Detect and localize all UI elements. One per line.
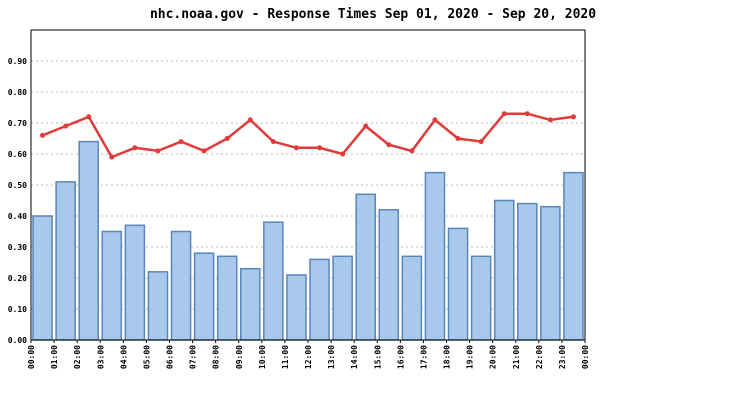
line-point	[363, 123, 369, 129]
line-point	[270, 139, 276, 145]
line-point	[178, 139, 184, 145]
x-tick-label: 23:00	[558, 345, 567, 369]
bar	[193, 252, 215, 341]
x-tick-label: 10:00	[258, 345, 267, 369]
line-point	[455, 136, 461, 141]
bar	[540, 205, 561, 341]
chart-title: nhc.noaa.gov - Response Times Sep 01, 20…	[150, 7, 596, 22]
bar	[124, 224, 146, 341]
line-point	[201, 148, 207, 154]
x-tick-label: 08:00	[212, 345, 221, 369]
bar	[240, 267, 261, 341]
x-tick-label: 20:00	[489, 345, 498, 369]
line-point	[224, 136, 230, 141]
x-tick-label: 06:00	[166, 345, 175, 369]
bar	[447, 227, 469, 341]
y-tick-label: 0.20	[8, 274, 27, 283]
y-tick-label: 0.10	[8, 305, 27, 314]
line-point	[247, 117, 253, 123]
x-tick-label: 19:00	[466, 345, 475, 369]
x-tick-label: 04:00	[119, 345, 128, 369]
x-tick-label: 07:00	[189, 345, 198, 369]
line-point	[317, 145, 323, 151]
line-point	[340, 151, 346, 157]
y-tick-label: 0.90	[8, 57, 27, 66]
bar	[309, 258, 330, 341]
line-point	[63, 123, 69, 129]
x-tick-label: 13:00	[327, 345, 336, 369]
y-tick-label: 0.80	[8, 88, 27, 97]
x-tick-label: 15:00	[373, 345, 382, 369]
line-point	[386, 142, 392, 148]
bar	[378, 209, 400, 341]
bar	[170, 230, 192, 341]
y-tick-label: 0.00	[8, 336, 27, 345]
line-point	[570, 114, 576, 120]
x-tick-label: 14:00	[350, 345, 359, 369]
line-point	[40, 132, 46, 138]
x-tick-label: 16:00	[396, 345, 405, 369]
line-point	[501, 111, 507, 117]
line	[42, 112, 574, 159]
x-tick-label: 21:00	[512, 345, 521, 369]
y-tick-label: 0.50	[8, 181, 27, 190]
x-tick-label: 00:00	[27, 345, 36, 369]
bar	[517, 202, 538, 341]
x-tick-label: 09:00	[235, 345, 244, 369]
bar	[332, 255, 353, 341]
bar	[55, 181, 76, 341]
bar	[286, 274, 307, 341]
line-point	[432, 117, 438, 123]
bar	[78, 140, 99, 341]
x-tick-label: 02:00	[73, 345, 82, 369]
line-point	[293, 145, 299, 151]
line-point	[409, 148, 415, 154]
bar	[470, 255, 492, 341]
line-point	[524, 111, 530, 117]
x-tick-label: 05:00	[142, 345, 151, 369]
x-tick-label: 03:00	[96, 345, 105, 369]
plot-border	[30, 29, 586, 341]
bar	[147, 271, 169, 341]
bar	[32, 215, 53, 341]
bar	[401, 255, 423, 341]
bar	[355, 193, 376, 341]
x-tick-label: 11:00	[281, 345, 290, 369]
x-tick-label: 18:00	[443, 345, 452, 369]
line-point	[155, 148, 161, 154]
x-tick-label: 01:00	[50, 345, 59, 369]
x-tick-label: 17:00	[419, 345, 428, 369]
y-tick-label: 0.70	[8, 119, 27, 128]
bar	[263, 221, 284, 341]
bar	[216, 255, 238, 341]
y-tick-label: 0.40	[8, 212, 27, 221]
x-tick-label: 00:00	[581, 345, 590, 369]
line-point	[478, 139, 484, 145]
line-point	[109, 154, 115, 160]
bar	[493, 199, 515, 341]
bar	[101, 230, 123, 341]
line-point	[132, 145, 138, 151]
line-point	[547, 117, 553, 123]
x-tick-label: 22:00	[535, 345, 544, 369]
y-tick-label: 0.60	[8, 150, 27, 159]
bar	[563, 171, 584, 341]
line-point	[86, 114, 92, 120]
bar	[424, 171, 446, 341]
y-tick-label: 0.30	[8, 243, 27, 252]
x-tick-label: 12:00	[304, 345, 313, 369]
